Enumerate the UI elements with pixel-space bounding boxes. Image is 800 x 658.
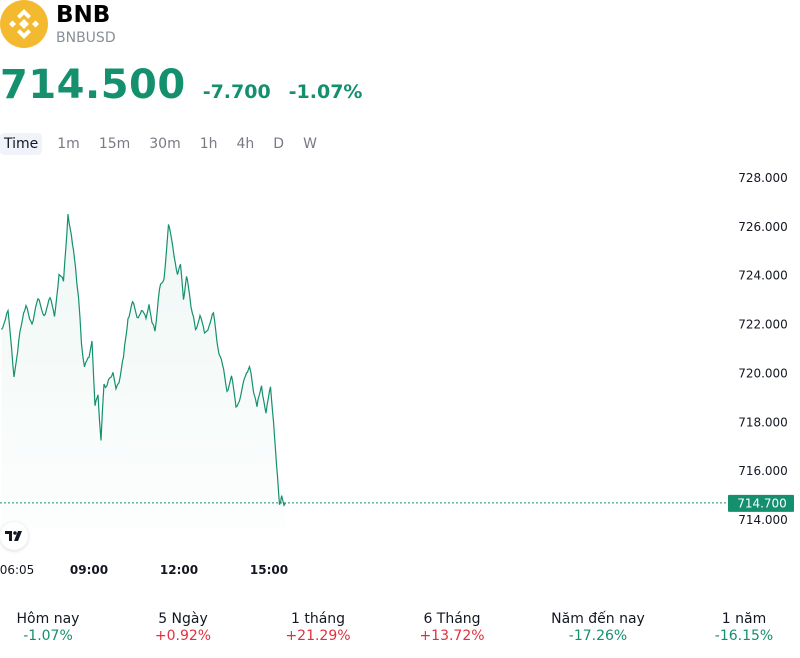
x-tick-label: 15:00: [250, 563, 288, 577]
y-tick-label: 714.000: [738, 513, 788, 527]
price-chart[interactable]: 728.000 726.000 724.000 722.000 720.000 718.0…: [0, 160, 800, 590]
x-tick-label: 09:00: [70, 563, 108, 577]
period-label: 1 tháng: [253, 611, 383, 627]
period-value: -17.26%: [533, 628, 663, 644]
tab-30m[interactable]: 30m: [145, 133, 184, 155]
period-label: Hôm nay: [0, 611, 113, 627]
tradingview-logo-icon[interactable]: [0, 522, 28, 550]
period-6-months[interactable]: 6 Tháng +13.72%: [387, 611, 517, 644]
period-value: +21.29%: [253, 628, 383, 644]
x-tick-label: 06:05: [0, 563, 34, 577]
y-tick-label: 728.000: [738, 171, 788, 185]
tab-1h[interactable]: 1h: [196, 133, 222, 155]
y-tick-label: 724.000: [738, 269, 788, 283]
period-label: Năm đến nay: [533, 611, 663, 627]
period-ytd[interactable]: Năm đến nay -17.26%: [533, 611, 663, 644]
price-area-fill: [1, 214, 285, 528]
last-price-badge: 714.700: [728, 495, 794, 512]
tab-1m[interactable]: 1m: [53, 133, 84, 155]
period-1-month[interactable]: 1 tháng +21.29%: [253, 611, 383, 644]
period-label: 6 Tháng: [387, 611, 517, 627]
period-value: +13.72%: [387, 628, 517, 644]
symbol-title: BNB: [56, 2, 110, 28]
last-price-label: 714.700: [737, 496, 787, 510]
period-label: 1 năm: [679, 611, 800, 627]
y-tick-label: 726.000: [738, 220, 788, 234]
tab-15m[interactable]: 15m: [95, 133, 134, 155]
period-value: -1.07%: [0, 628, 113, 644]
y-axis: 728.000 726.000 724.000 722.000 720.000 718.0…: [738, 171, 788, 527]
period-label: 5 Ngày: [118, 611, 248, 627]
tab-4h[interactable]: 4h: [233, 133, 259, 155]
y-tick-label: 720.000: [738, 366, 788, 380]
period-today[interactable]: Hôm nay -1.07%: [0, 611, 113, 644]
x-axis: 06:05 09:00 12:00 15:00: [0, 563, 288, 577]
period-value: -16.15%: [679, 628, 800, 644]
price-change-percent: -1.07%: [289, 81, 363, 103]
interval-tabs: Time 1m 15m 30m 1h 4h D W: [0, 132, 332, 156]
price-change: -7.700: [203, 81, 271, 103]
tab-d[interactable]: D: [269, 133, 288, 155]
tab-time[interactable]: Time: [0, 133, 42, 155]
x-tick-label: 12:00: [160, 563, 198, 577]
y-tick-label: 716.000: [738, 464, 788, 478]
period-value: +0.92%: [118, 628, 248, 644]
period-5-days[interactable]: 5 Ngày +0.92%: [118, 611, 248, 644]
y-tick-label: 718.000: [738, 415, 788, 429]
symbol-pair: BNBUSD: [56, 30, 116, 46]
period-performance: Hôm nay -1.07% 5 Ngày +0.92% 1 tháng +21…: [0, 611, 800, 651]
period-1-year[interactable]: 1 năm -16.15%: [679, 611, 800, 644]
quote-row: 714.500 -7.700 -1.07%: [0, 62, 362, 110]
bnb-logo-icon: [0, 0, 48, 48]
tab-w[interactable]: W: [299, 133, 321, 155]
last-price: 714.500: [0, 62, 186, 108]
y-tick-label: 722.000: [738, 318, 788, 332]
